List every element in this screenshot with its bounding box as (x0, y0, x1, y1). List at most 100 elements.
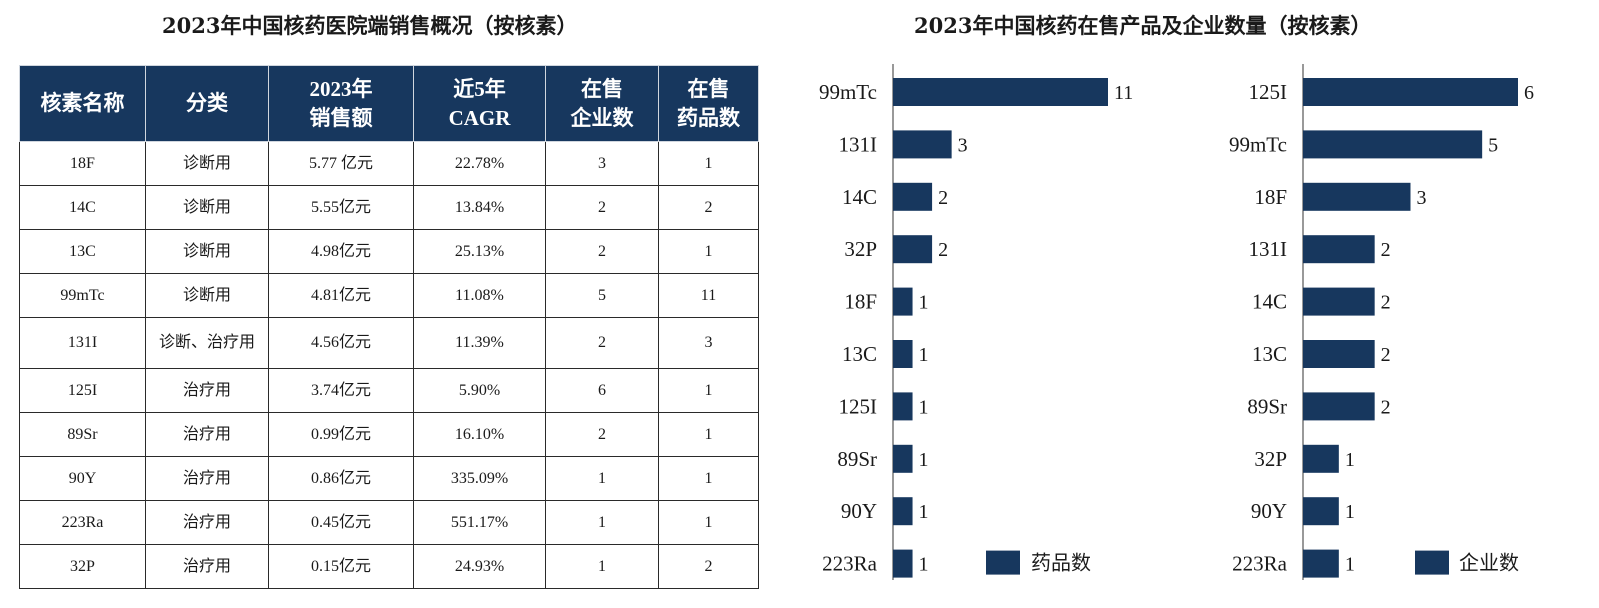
data-label: 2 (1381, 239, 1391, 261)
cell-companies: 2 (545, 229, 659, 274)
cell-cagr: 5.90% (413, 368, 546, 413)
cell-drugs: 2 (658, 544, 759, 589)
category-label: 125I (1249, 80, 1288, 104)
category-label: 13C (842, 342, 877, 366)
category-label: 131I (1249, 237, 1288, 261)
cell-sales: 5.77 亿元 (268, 141, 414, 186)
data-label: 6 (1524, 82, 1534, 104)
cell-nuclide: 131I (19, 317, 146, 369)
cell-companies: 2 (545, 185, 659, 230)
cell-drugs: 3 (658, 317, 759, 369)
table-row: 13C 诊断用 4.98亿元 25.13% 2 1 (19, 229, 759, 274)
cell-category: 治疗用 (145, 412, 269, 457)
cell-sales: 3.74亿元 (268, 368, 414, 413)
cell-category: 治疗用 (145, 544, 269, 589)
cell-companies: 6 (545, 368, 659, 413)
bar (893, 392, 913, 421)
cell-sales: 0.86亿元 (268, 456, 414, 501)
cell-companies: 1 (545, 500, 659, 545)
data-label: 2 (1381, 344, 1391, 366)
cell-drugs: 1 (658, 500, 759, 545)
cell-cagr: 335.09% (413, 456, 546, 501)
legend-label: 药品数 (1031, 552, 1091, 575)
cell-sales: 0.45亿元 (268, 500, 414, 545)
table-row: 99mTc 诊断用 4.81亿元 11.08% 5 11 (19, 273, 759, 318)
category-label: 99mTc (819, 80, 877, 104)
bar (1303, 497, 1339, 526)
category-label: 14C (842, 185, 877, 209)
data-label: 1 (919, 292, 929, 314)
category-label: 125I (839, 394, 878, 418)
data-label: 1 (919, 501, 929, 523)
cell-cagr: 11.08% (413, 273, 546, 318)
data-label: 2 (1381, 396, 1391, 418)
cell-cagr: 22.78% (413, 141, 546, 186)
bar (1303, 444, 1339, 473)
data-label: 1 (919, 344, 929, 366)
bar (1303, 182, 1411, 211)
category-label: 89Sr (1247, 394, 1287, 418)
bar (893, 287, 913, 316)
category-label: 223Ra (1232, 552, 1288, 576)
table-title: 2023年中国核药医院端销售概况（按核素） (162, 13, 578, 38)
table-row: 90Y 治疗用 0.86亿元 335.09% 1 1 (19, 456, 759, 501)
category-label: 18F (844, 290, 877, 314)
cell-category: 治疗用 (145, 456, 269, 501)
bar (1303, 130, 1483, 159)
bar (893, 549, 913, 578)
category-label: 14C (1252, 290, 1287, 314)
company-count-chart: 125I 6 99mTc 5 18F 3 131I 2 14C 2 13C 2 89Sr 2 32P 1 90Y… (1229, 64, 1534, 580)
cell-nuclide: 18F (19, 141, 146, 186)
bar (893, 497, 913, 526)
table-row: 223Ra 治疗用 0.45亿元 551.17% 1 1 (19, 500, 759, 545)
table-row: 125I 治疗用 3.74亿元 5.90% 6 1 (19, 368, 759, 413)
category-label: 89Sr (837, 447, 877, 471)
bar (893, 444, 913, 473)
cell-companies: 1 (545, 544, 659, 589)
category-label: 32P (844, 237, 877, 261)
cell-category: 诊断、治疗用 (145, 317, 269, 369)
bar (1303, 287, 1375, 316)
cell-drugs: 1 (658, 456, 759, 501)
cell-nuclide: 223Ra (19, 500, 146, 545)
cell-drugs: 11 (658, 273, 759, 318)
data-label: 1 (919, 396, 929, 418)
data-label: 1 (1345, 501, 1355, 523)
cell-nuclide: 99mTc (19, 273, 146, 318)
bar (893, 235, 933, 264)
table-row: 18F 诊断用 5.77 亿元 22.78% 3 1 (19, 141, 759, 186)
category-label: 13C (1252, 342, 1287, 366)
category-label: 90Y (1251, 499, 1287, 523)
bar (1303, 78, 1518, 106)
data-label: 1 (919, 449, 929, 471)
cell-drugs: 1 (658, 368, 759, 413)
cell-companies: 1 (545, 456, 659, 501)
cell-companies: 2 (545, 317, 659, 369)
cell-nuclide: 89Sr (19, 412, 146, 457)
chart-title: 2023年中国核药在售产品及企业数量（按核素） (914, 13, 1372, 38)
category-label: 32P (1254, 447, 1287, 471)
cell-drugs: 2 (658, 185, 759, 230)
cell-cagr: 16.10% (413, 412, 546, 457)
data-label: 5 (1488, 134, 1498, 156)
legend-swatch (1415, 550, 1449, 575)
header-sales-2023: 2023年 销售额 (268, 65, 414, 142)
cell-category: 治疗用 (145, 368, 269, 413)
data-label: 2 (938, 187, 948, 209)
cell-nuclide: 125I (19, 368, 146, 413)
cell-drugs: 1 (658, 229, 759, 274)
category-label: 131I (839, 132, 878, 156)
cell-category: 诊断用 (145, 141, 269, 186)
cell-companies: 2 (545, 412, 659, 457)
cell-cagr: 13.84% (413, 185, 546, 230)
cell-drugs: 1 (658, 412, 759, 457)
bar (893, 130, 952, 159)
cell-cagr: 24.93% (413, 544, 546, 589)
bar (893, 78, 1108, 106)
cell-category: 诊断用 (145, 185, 269, 230)
data-label: 1 (919, 554, 929, 576)
table-row: 89Sr 治疗用 0.99亿元 16.10% 2 1 (19, 412, 759, 457)
cell-category: 治疗用 (145, 500, 269, 545)
data-label: 3 (958, 134, 968, 156)
